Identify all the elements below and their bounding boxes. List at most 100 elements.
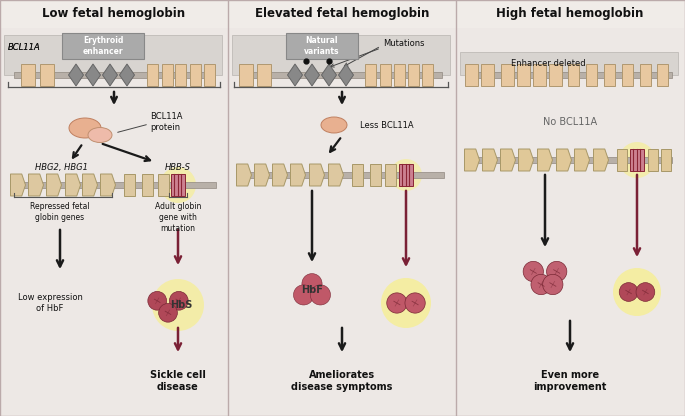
Circle shape bbox=[543, 275, 563, 295]
Bar bbox=[640, 64, 651, 86]
Text: BCL11A
protein: BCL11A protein bbox=[150, 112, 182, 132]
Polygon shape bbox=[119, 64, 134, 86]
Bar bbox=[12, 182, 216, 188]
Bar bbox=[623, 64, 634, 86]
Bar bbox=[549, 64, 562, 86]
Bar bbox=[175, 64, 186, 86]
Circle shape bbox=[293, 285, 314, 305]
Polygon shape bbox=[255, 164, 269, 186]
Bar bbox=[242, 72, 442, 78]
Bar bbox=[423, 64, 434, 86]
Text: Less BCL11A: Less BCL11A bbox=[360, 121, 414, 129]
FancyBboxPatch shape bbox=[62, 33, 144, 59]
Bar bbox=[586, 64, 597, 86]
Bar bbox=[630, 149, 644, 171]
Text: Even more
improvement: Even more improvement bbox=[534, 370, 607, 392]
Circle shape bbox=[152, 279, 204, 331]
Polygon shape bbox=[593, 149, 608, 171]
Bar bbox=[395, 64, 406, 86]
Circle shape bbox=[547, 261, 567, 282]
Text: HBB-S: HBB-S bbox=[165, 163, 191, 172]
Text: BCL11A: BCL11A bbox=[8, 42, 40, 52]
Bar bbox=[460, 52, 678, 75]
Polygon shape bbox=[464, 149, 479, 171]
Text: Enhancer deleted: Enhancer deleted bbox=[511, 59, 586, 67]
Circle shape bbox=[169, 292, 188, 310]
Bar bbox=[456, 0, 684, 28]
Bar bbox=[501, 64, 514, 86]
Bar bbox=[142, 174, 153, 196]
Bar bbox=[517, 64, 530, 86]
Bar bbox=[205, 64, 216, 86]
Bar bbox=[4, 35, 222, 75]
Polygon shape bbox=[321, 64, 336, 86]
Bar bbox=[386, 164, 397, 186]
Circle shape bbox=[302, 274, 322, 294]
FancyBboxPatch shape bbox=[286, 33, 358, 59]
Polygon shape bbox=[482, 149, 497, 171]
Text: BCL11A: BCL11A bbox=[8, 42, 40, 52]
Polygon shape bbox=[288, 64, 303, 86]
Text: Low expression
of HbF: Low expression of HbF bbox=[18, 293, 82, 313]
Polygon shape bbox=[68, 64, 84, 86]
Polygon shape bbox=[236, 164, 251, 186]
Polygon shape bbox=[305, 64, 319, 86]
Circle shape bbox=[387, 293, 407, 313]
Polygon shape bbox=[103, 64, 118, 86]
Text: Low fetal hemoglobin: Low fetal hemoglobin bbox=[42, 7, 186, 20]
Text: Natural
variants: Natural variants bbox=[304, 36, 340, 56]
Bar bbox=[534, 64, 547, 86]
Bar bbox=[399, 164, 413, 186]
Polygon shape bbox=[10, 174, 25, 196]
Text: Sickle cell
disease: Sickle cell disease bbox=[150, 370, 206, 392]
Bar bbox=[604, 64, 616, 86]
Bar bbox=[147, 64, 158, 86]
Circle shape bbox=[523, 261, 543, 282]
Text: Ameliorates
disease symptoms: Ameliorates disease symptoms bbox=[291, 370, 393, 392]
Bar bbox=[482, 64, 495, 86]
Circle shape bbox=[531, 275, 551, 295]
Circle shape bbox=[381, 278, 431, 328]
Bar bbox=[467, 72, 673, 78]
Polygon shape bbox=[273, 164, 288, 186]
Polygon shape bbox=[501, 149, 516, 171]
Bar bbox=[228, 0, 456, 28]
Ellipse shape bbox=[69, 118, 101, 138]
Bar bbox=[408, 64, 419, 86]
Polygon shape bbox=[86, 64, 101, 86]
Text: HbF: HbF bbox=[301, 285, 323, 295]
Bar bbox=[190, 64, 201, 86]
Bar bbox=[380, 64, 392, 86]
Bar bbox=[366, 64, 377, 86]
Ellipse shape bbox=[321, 117, 347, 133]
Polygon shape bbox=[47, 174, 62, 196]
Bar bbox=[158, 174, 169, 196]
Circle shape bbox=[613, 268, 661, 316]
Polygon shape bbox=[101, 174, 116, 196]
Bar bbox=[466, 64, 479, 86]
Ellipse shape bbox=[88, 127, 112, 143]
Circle shape bbox=[160, 167, 196, 203]
Bar bbox=[21, 64, 35, 86]
Circle shape bbox=[390, 159, 422, 191]
Bar bbox=[162, 64, 173, 86]
Polygon shape bbox=[66, 174, 81, 196]
Circle shape bbox=[619, 142, 655, 178]
Bar bbox=[648, 149, 658, 171]
Text: Mutations: Mutations bbox=[383, 40, 425, 49]
Bar bbox=[171, 174, 185, 196]
Bar bbox=[569, 64, 580, 86]
Polygon shape bbox=[290, 164, 306, 186]
Bar bbox=[0, 0, 228, 28]
Bar bbox=[467, 157, 673, 163]
Text: Repressed fetal
globin genes: Repressed fetal globin genes bbox=[30, 202, 90, 222]
Text: Adult globin
gene with
mutation: Adult globin gene with mutation bbox=[155, 202, 201, 233]
Bar bbox=[257, 64, 271, 86]
Circle shape bbox=[148, 292, 166, 310]
Bar bbox=[353, 164, 364, 186]
Circle shape bbox=[405, 293, 425, 313]
Text: HbS: HbS bbox=[170, 300, 192, 310]
Bar bbox=[232, 35, 450, 75]
Bar bbox=[661, 149, 671, 171]
Bar bbox=[40, 64, 54, 86]
